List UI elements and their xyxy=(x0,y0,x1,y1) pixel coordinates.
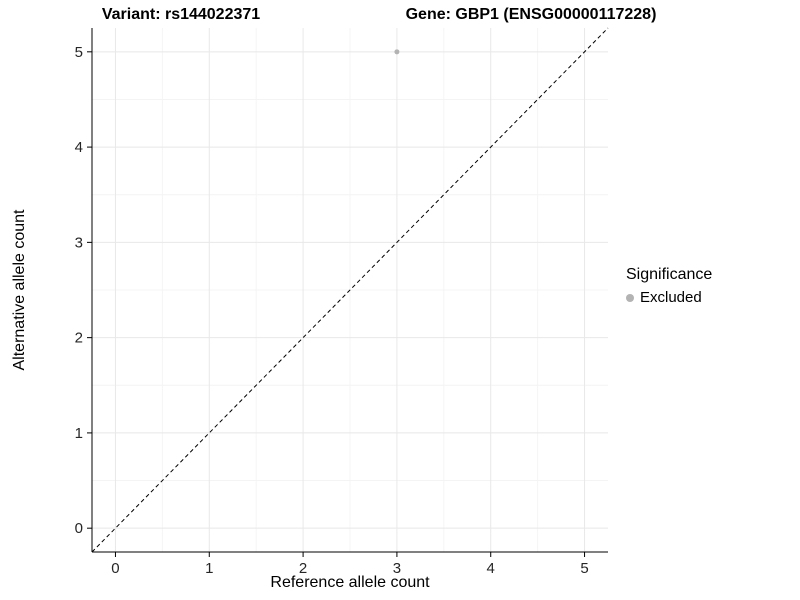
x-tick-label: 0 xyxy=(111,560,119,577)
x-tick-label: 2 xyxy=(299,560,307,577)
y-tick-label: 3 xyxy=(75,234,83,251)
x-tick-label: 1 xyxy=(205,560,213,577)
data-point xyxy=(394,49,400,55)
y-tick-label: 4 xyxy=(75,139,83,156)
variant-title: Variant: rs144022371 xyxy=(101,6,261,23)
x-axis-label: Reference allele count xyxy=(270,574,430,591)
legend: Significance Excluded xyxy=(626,266,712,306)
legend-item: Excluded xyxy=(626,289,712,306)
legend-title: Significance xyxy=(626,266,713,283)
y-tick-label: 1 xyxy=(75,425,83,442)
legend-item-label: Excluded xyxy=(640,289,702,306)
gene-title: Gene: GBP1 (ENSG00000117228) xyxy=(405,6,657,23)
x-tick-label: 5 xyxy=(580,560,588,577)
identity-line xyxy=(91,27,609,553)
y-tick-label: 2 xyxy=(75,330,83,347)
y-axis-label: Alternative allele count xyxy=(11,209,28,371)
y-tick-label: 5 xyxy=(75,44,83,61)
x-tick-label: 4 xyxy=(487,560,495,577)
x-tick-label: 3 xyxy=(393,560,401,577)
legend-swatch-excluded-icon xyxy=(626,293,634,302)
y-tick-label: 0 xyxy=(75,520,83,537)
